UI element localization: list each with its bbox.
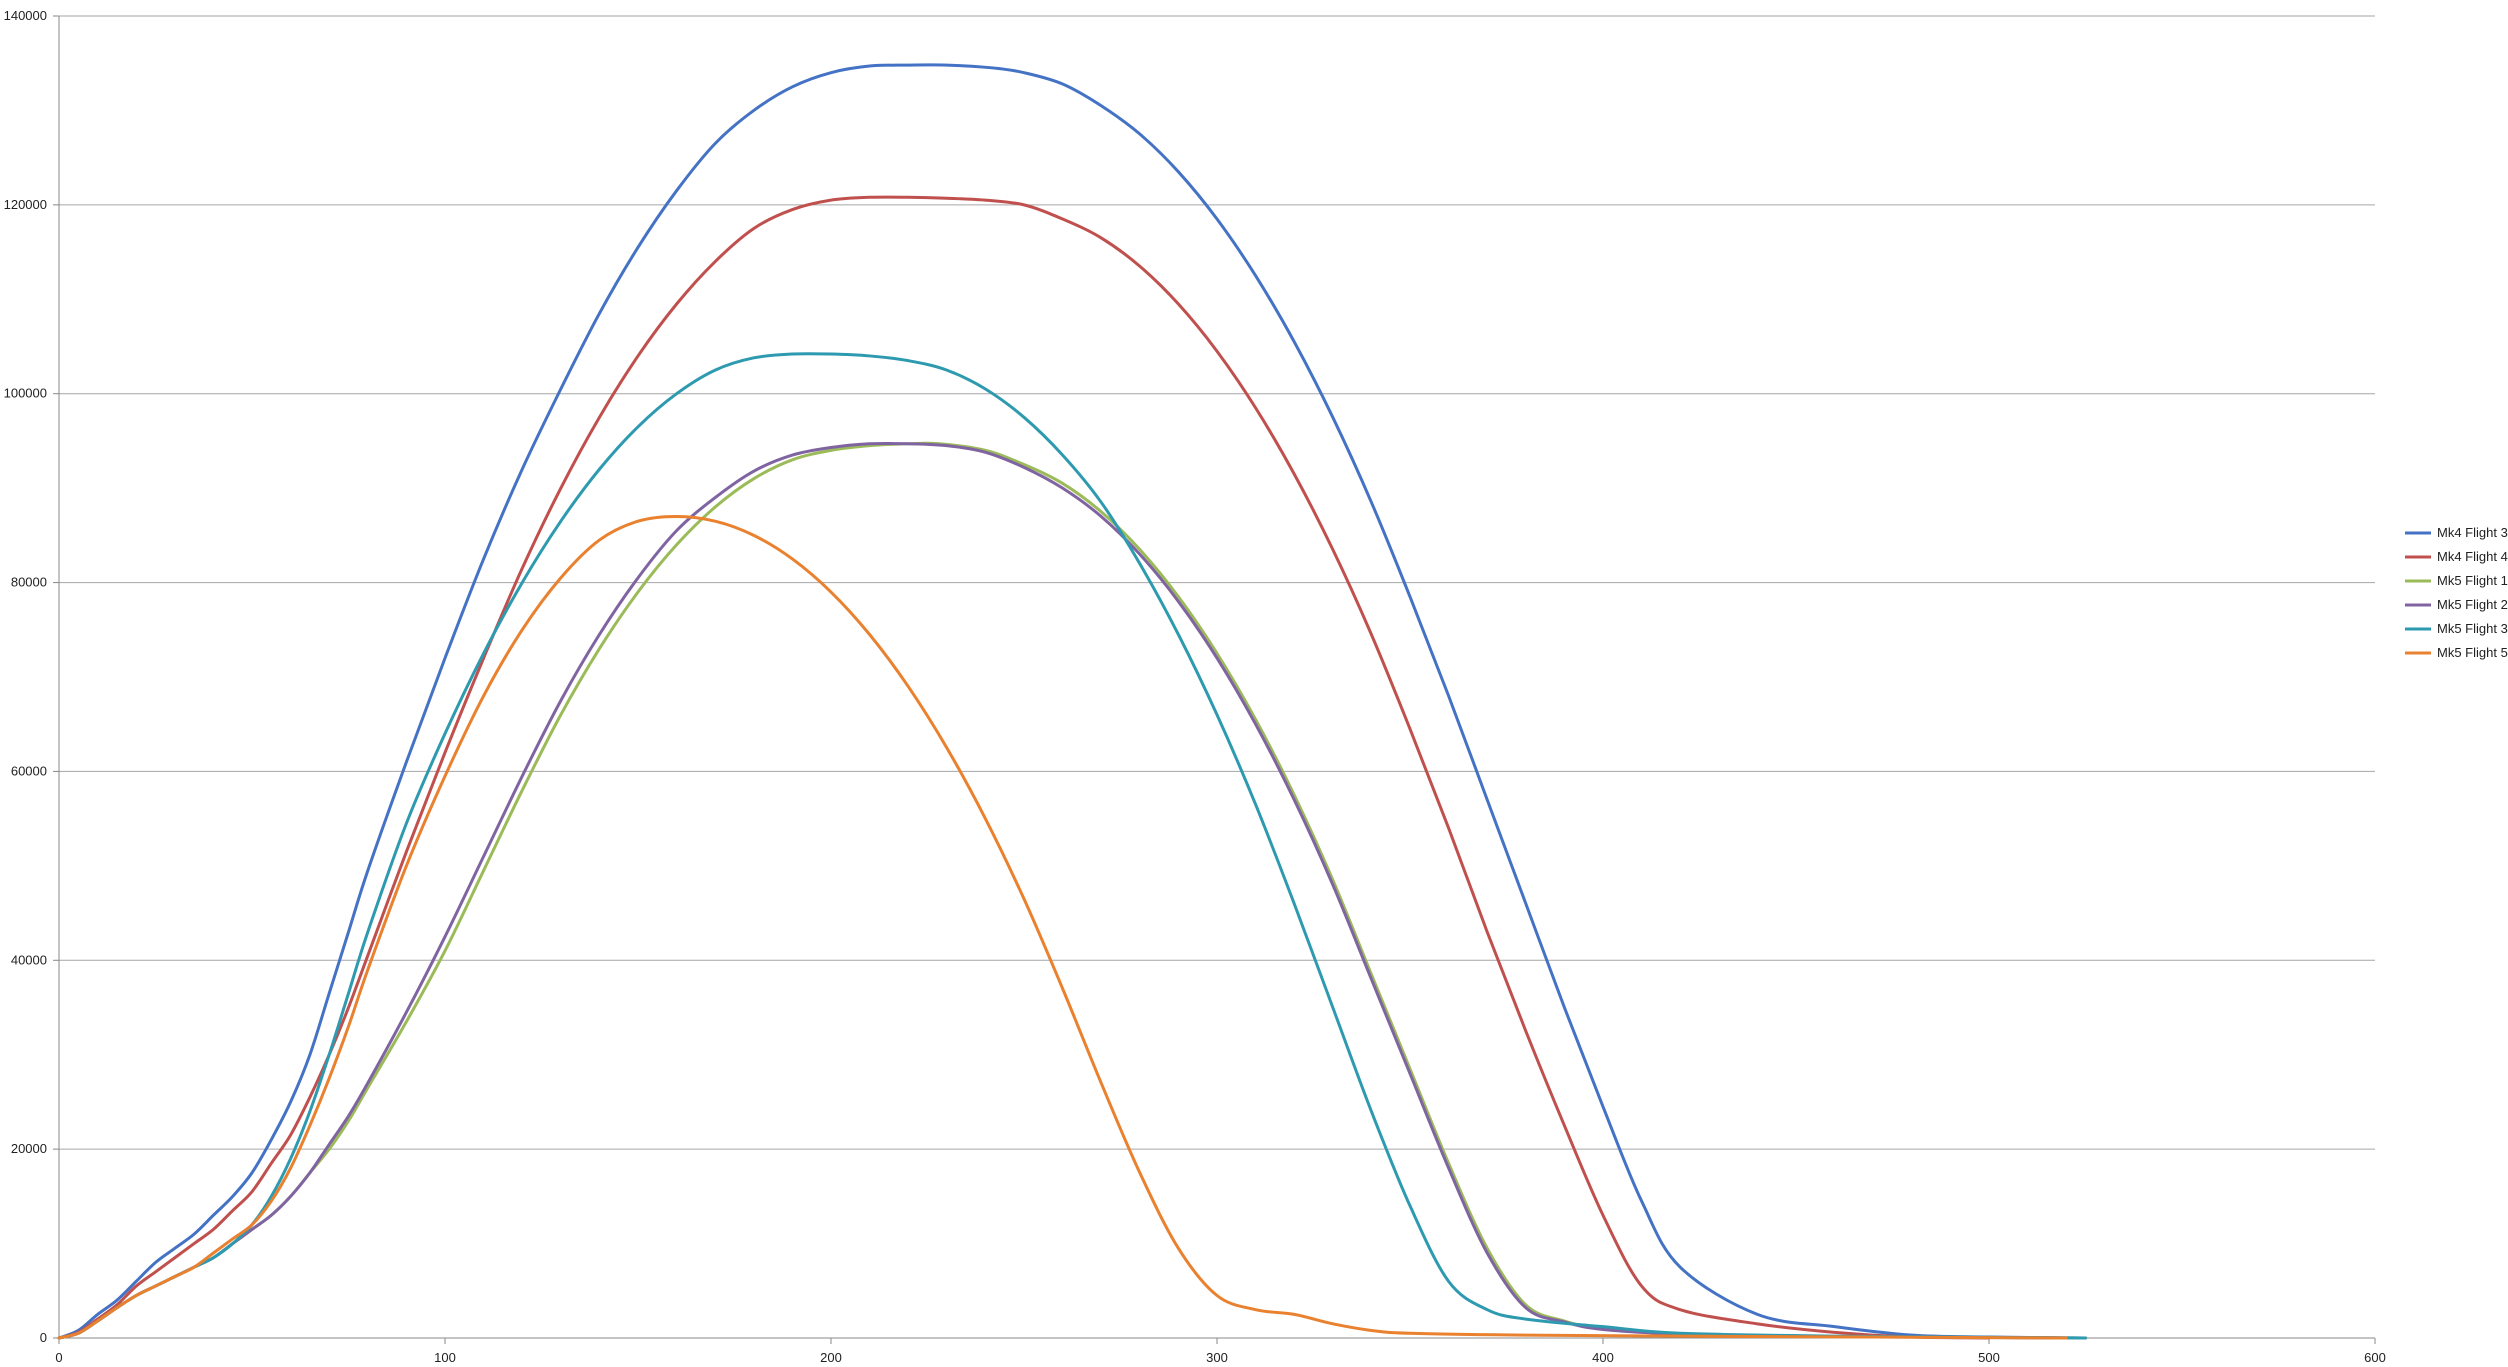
series-line-mk5-flight-1: [57, 441, 2087, 1340]
y-tick-label: 60000: [11, 763, 47, 778]
tick-labels: 0 20000 40000 60000 80000 100000 120000 140000 0…: [4, 8, 2386, 1365]
y-tick-label: 0: [40, 1330, 47, 1345]
legend-label-mk5-flight-5: Mk5 Flight 5: [2437, 645, 2508, 660]
x-tick-label: 100: [434, 1350, 456, 1365]
legend-label-mk5-flight-1: Mk5 Flight 1: [2437, 573, 2508, 588]
series-lines: [57, 63, 2087, 1340]
series-line-mk4-flight-4: [57, 195, 1991, 1340]
legend: Mk4 Flight 3 Mk4 Flight 4 Mk5 Flight 1 Mk5 …: [2405, 525, 2508, 660]
y-tick-label: 20000: [11, 1141, 47, 1156]
x-tick-label: 300: [1206, 1350, 1228, 1365]
legend-label-mk5-flight-2: Mk5 Flight 2: [2437, 597, 2508, 612]
gridlines: [59, 15, 2375, 1150]
series-line-mk4-flight-3: [57, 63, 2087, 1340]
legend-label-mk4-flight-3: Mk4 Flight 3: [2437, 525, 2508, 540]
series-line-mk5-flight-3: [57, 352, 2087, 1340]
legend-label-mk5-flight-3: Mk5 Flight 3: [2437, 621, 2508, 636]
series-line-mk5-flight-5: [57, 514, 2068, 1340]
legend-label-mk4-flight-4: Mk4 Flight 4: [2437, 549, 2508, 564]
x-tick-label: 500: [1978, 1350, 2000, 1365]
x-tick-label: 600: [2364, 1350, 2386, 1365]
y-tick-label: 140000: [4, 8, 47, 23]
x-tick-label: 400: [1592, 1350, 1614, 1365]
x-tick-label: 0: [55, 1350, 62, 1365]
x-tick-label: 200: [820, 1350, 842, 1365]
y-tick-label: 120000: [4, 197, 47, 212]
y-tick-label: 80000: [11, 575, 47, 590]
y-tick-label: 100000: [4, 386, 47, 401]
y-tick-label: 40000: [11, 952, 47, 967]
